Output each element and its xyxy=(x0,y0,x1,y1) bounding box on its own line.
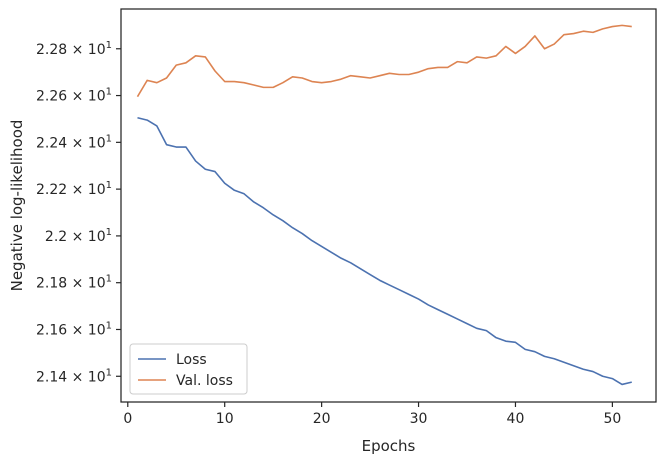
y-tick-label: 2.26 × 101 xyxy=(36,87,112,105)
legend: Loss Val. loss xyxy=(129,343,248,395)
y-tick-label: 2.18 × 101 xyxy=(36,274,112,292)
x-axis: 0 10 20 30 40 50 xyxy=(123,402,621,427)
y-tick-label: 2.28 × 101 xyxy=(36,40,112,58)
legend-label: Loss xyxy=(176,352,207,368)
y-axis: 2.14 × 101 2.16 × 101 2.18 × 101 2.2 × 101 2… xyxy=(36,40,121,385)
y-tick-label: 2.22 × 101 xyxy=(36,180,112,198)
x-tick-label: 20 xyxy=(313,411,331,427)
series-line-0 xyxy=(137,117,632,386)
x-tick-label: 10 xyxy=(216,411,234,427)
y-tick-label: 2.14 × 101 xyxy=(36,367,112,385)
y-tick-label: 2.2 × 101 xyxy=(45,227,112,245)
legend-box xyxy=(129,343,248,395)
y-axis-label: Negative log-likelihood xyxy=(8,120,26,292)
x-axis-label: Epochs xyxy=(362,437,416,455)
y-tick-label: 2.16 × 101 xyxy=(36,320,112,338)
x-tick-label: 30 xyxy=(410,411,428,427)
x-tick-label: 50 xyxy=(603,411,621,427)
x-tick-label: 0 xyxy=(123,411,132,427)
x-tick-label: 40 xyxy=(507,411,525,427)
series-line-1 xyxy=(136,24,632,98)
plot-frame xyxy=(120,8,657,403)
legend-label: Val. loss xyxy=(176,373,233,389)
series-layer xyxy=(136,24,632,386)
y-tick-label: 2.24 × 101 xyxy=(36,133,112,151)
